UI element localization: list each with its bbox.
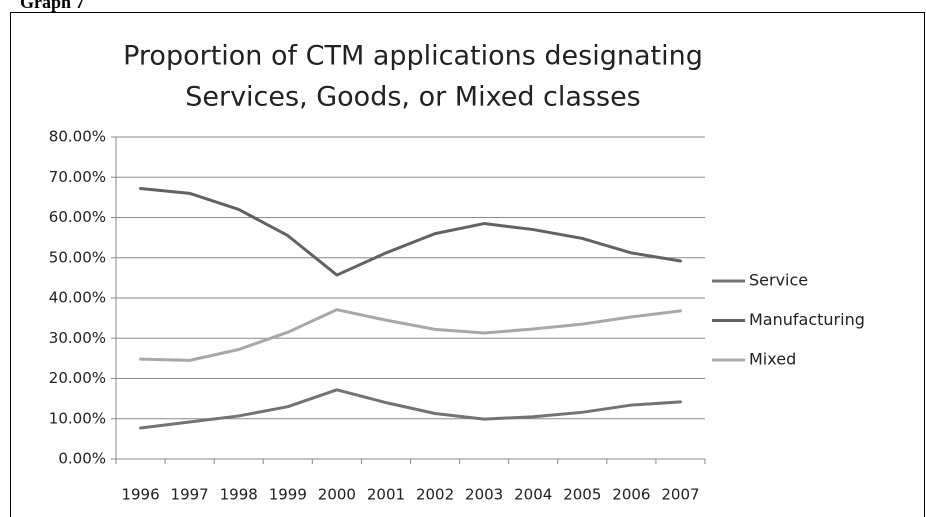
- line-series: [139, 308, 682, 362]
- x-tick-label: 1997: [171, 486, 209, 504]
- y-tick-label: 50.00%: [49, 248, 106, 266]
- caption: Graph 7: [20, 0, 85, 12]
- y-tick-label: 30.00%: [49, 329, 106, 347]
- legend-label: Manufacturing: [749, 310, 865, 329]
- y-tick-label: 60.00%: [49, 208, 106, 226]
- x-tick-label: 2001: [367, 486, 405, 504]
- x-tick-label: 2005: [563, 486, 601, 504]
- x-tick-label: 2002: [416, 486, 454, 504]
- x-tick-label: 2004: [514, 486, 552, 504]
- x-tick-label: 2003: [465, 486, 503, 504]
- y-tick-label: 10.00%: [49, 409, 106, 427]
- chart-title: Services, Goods, or Mixed classes: [185, 82, 641, 113]
- x-tick-label: 2007: [661, 486, 699, 504]
- x-tick-label: 1996: [121, 486, 159, 504]
- legend-label: Mixed: [749, 350, 796, 369]
- x-tick-label: 2006: [612, 486, 650, 504]
- x-tick-label: 2000: [318, 486, 356, 504]
- y-tick-label: 70.00%: [49, 168, 106, 186]
- y-tick-label: 80.00%: [49, 128, 106, 146]
- line-series: [139, 388, 682, 430]
- legend-label: Service: [749, 271, 808, 290]
- chart-title: Proportion of CTM applications designati…: [123, 41, 703, 72]
- y-tick-label: 20.00%: [49, 369, 106, 387]
- x-tick-label: 1999: [269, 486, 307, 504]
- line-series: [139, 187, 682, 277]
- y-tick-label: 40.00%: [49, 289, 106, 307]
- y-tick-label: 0.00%: [58, 450, 106, 468]
- x-tick-label: 1998: [220, 486, 258, 504]
- chart-border: [10, 12, 925, 517]
